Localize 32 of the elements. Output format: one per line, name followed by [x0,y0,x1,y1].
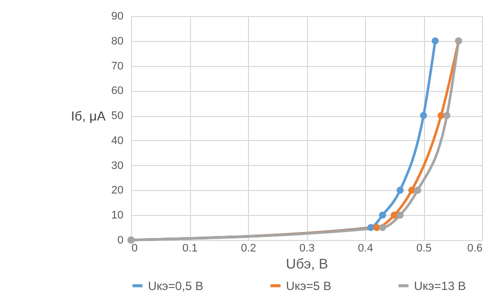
point [379,224,386,232]
legend-label: Uкэ=0,5 В [148,278,204,293]
point [420,112,428,120]
y-tick-label: 0 [117,234,124,246]
point [379,212,386,219]
x-axis-title: Uбэ, В [286,256,328,272]
point [396,212,404,219]
y-tick-label: 30 [111,160,124,172]
point [414,186,422,194]
y-tick-label: 10 [111,210,124,222]
x-tick-label: 0.5 [416,242,432,254]
legend-label: Uкэ=13 В [414,278,466,293]
y-tick-label: 70 [111,60,124,72]
point [396,186,404,194]
point [443,112,450,120]
x-tick-label: 0.3 [299,242,315,254]
y-tick-label: 20 [111,184,124,197]
y-tick-label: 60 [111,85,124,98]
point [438,112,445,120]
point [367,224,374,232]
y-tick-label: 90 [111,10,124,22]
y-tick-label: 50 [111,110,124,122]
legend-label: Uкэ=5 В [286,278,332,293]
x-tick-label: 0.6 [467,242,482,254]
y-axis-title: Iб, μA [71,108,106,124]
point [432,37,439,44]
x-tick-label: 0.1 [182,242,198,254]
x-tick-label: 0 [132,242,138,254]
x-tick-label: 0.4 [358,242,374,254]
y-tick-label: 80 [111,35,124,48]
x-tick-label: 0.2 [240,242,256,254]
y-tick-label: 40 [111,134,124,147]
